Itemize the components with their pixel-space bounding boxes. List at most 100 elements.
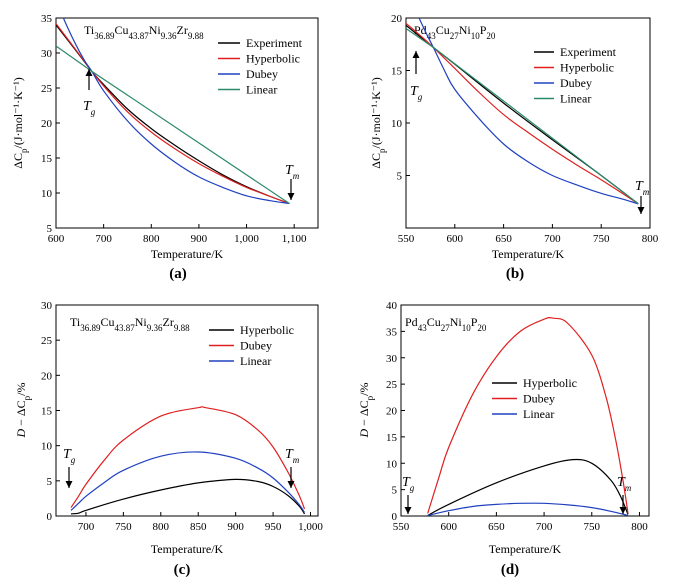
- x-tick-label: 750: [115, 521, 132, 533]
- y-label-part: /(J·mol⁻¹·K⁻¹): [11, 77, 25, 148]
- x-tick-label: 1,000: [234, 233, 259, 245]
- y-label-part: − ΔC: [357, 400, 371, 429]
- annotation-m: Tm: [285, 163, 300, 181]
- y-label-sub: p: [365, 395, 375, 400]
- element-fraction: 27: [441, 323, 451, 333]
- element-fraction: 27: [450, 31, 460, 41]
- x-tick-label: 750: [584, 521, 601, 533]
- x-tick-label: 700: [78, 521, 95, 533]
- element-fraction: 43: [418, 323, 428, 333]
- annotation-arrow-head: [85, 69, 93, 76]
- element-symbol: P: [480, 23, 487, 37]
- y-tick-label: 10: [41, 441, 53, 453]
- element-fraction: 20: [477, 323, 487, 333]
- x-tick-label: 650: [495, 233, 512, 245]
- element-fraction: 36.89: [94, 31, 115, 41]
- annotation-g: Tg: [63, 447, 76, 465]
- element-fraction: 9.36: [147, 323, 163, 333]
- y-tick-label: 25: [41, 335, 53, 347]
- y-tick-label: 20: [41, 118, 53, 130]
- x-tick-label: 600: [447, 233, 464, 245]
- annotation-g: Tg: [402, 475, 415, 493]
- y-tick-label: 30: [41, 48, 53, 60]
- element-symbol: Pd: [405, 315, 418, 329]
- legend-label: Linear: [560, 92, 591, 106]
- y-label-part: /%: [14, 382, 28, 395]
- x-axis-label: Temperature/K: [489, 542, 562, 556]
- panel-caption: (d): [501, 562, 519, 578]
- series-line-linear: [56, 45, 290, 204]
- x-tick-label: 900: [227, 521, 244, 533]
- y-tick-label: 5: [397, 171, 403, 183]
- x-tick-label: 750: [593, 233, 610, 245]
- annotation-symbol: T: [285, 163, 294, 178]
- element-symbol: Ni: [450, 315, 463, 329]
- y-tick-label: 15: [41, 406, 53, 418]
- element-symbol: Cu: [427, 315, 441, 329]
- panel-caption: (a): [169, 266, 187, 282]
- series-group: [427, 317, 629, 516]
- chart-panel-2: 550 600 650 700 750 800 5 10 15 20 Temperature/K ΔC…: [369, 13, 659, 282]
- series-line-linear: [427, 502, 629, 516]
- annotation-symbol: T: [402, 475, 411, 490]
- y-axis-label: ΔCp/(J·mol⁻¹·K⁻¹): [369, 77, 387, 168]
- series-line-hyperbolic: [70, 478, 306, 515]
- element-symbol: Ti: [70, 315, 81, 329]
- y-label-part: /%: [357, 382, 371, 395]
- y-tick-label: 15: [386, 432, 398, 444]
- legend-label: Hyperbolic: [240, 323, 294, 337]
- y-tick-label: 5: [392, 485, 398, 497]
- element-fraction: 43: [427, 31, 437, 41]
- annotation-arrow-head: [65, 481, 73, 488]
- element-symbol: Cu: [115, 23, 129, 37]
- y-label-part: ΔC: [11, 153, 25, 169]
- series-line-linear: [406, 28, 639, 205]
- x-tick-label: 600: [440, 521, 457, 533]
- element-symbol: Cu: [101, 315, 115, 329]
- x-tick-label: 800: [153, 521, 170, 533]
- series-line-dubey: [70, 406, 306, 510]
- annotation-m: Tm: [635, 179, 650, 197]
- y-label-part: − ΔC: [14, 400, 28, 429]
- element-symbol: Ni: [149, 23, 162, 37]
- element-symbol: Ni: [459, 23, 472, 37]
- element-fraction: 36.89: [80, 323, 101, 333]
- y-tick-label: 20: [386, 406, 398, 418]
- y-label-part: /(J·mol⁻¹·K⁻¹): [369, 77, 383, 148]
- annotation-arrow-head: [412, 51, 420, 58]
- x-axis-label: Temperature/K: [151, 542, 224, 556]
- element-fraction: 9.88: [174, 323, 190, 333]
- alloy-composition: Ti36.89Cu43.87Ni9.36Zr9.88: [70, 315, 190, 333]
- annotation-g: Tg: [83, 99, 96, 117]
- y-tick-label: 15: [41, 153, 53, 165]
- element-fraction: 43.87: [129, 31, 150, 41]
- annotation-arrow-head: [287, 193, 295, 200]
- legend-label: Hyperbolic: [523, 376, 577, 390]
- annotation-arrow-head: [619, 507, 627, 514]
- x-tick-label: 900: [191, 233, 208, 245]
- element-fraction: 20: [486, 31, 496, 41]
- annotation-symbol: T: [617, 475, 626, 490]
- annotation-sub: g: [418, 92, 423, 102]
- legend-label: Experiment: [560, 45, 617, 59]
- y-tick-label: 30: [386, 353, 398, 365]
- y-axis-label: ΔCp/(J·mol⁻¹·K⁻¹): [11, 77, 29, 168]
- x-tick-label: 850: [190, 521, 207, 533]
- y-tick-label: 5: [47, 223, 53, 235]
- y-tick-label: 10: [391, 118, 403, 130]
- annotation-symbol: T: [285, 447, 294, 462]
- element-symbol: Cu: [436, 23, 450, 37]
- series-line-dubey: [418, 18, 639, 205]
- y-tick-label: 30: [41, 300, 53, 312]
- x-tick-label: 1,100: [282, 233, 307, 245]
- y-label-part: D: [357, 429, 371, 439]
- series-line-linear: [70, 451, 306, 513]
- element-fraction: 9.88: [188, 31, 204, 41]
- series-group: [406, 18, 639, 205]
- element-symbol: Ti: [84, 23, 95, 37]
- series-group: [56, 18, 290, 205]
- annotation-symbol: T: [410, 84, 419, 99]
- y-tick-label: 35: [41, 13, 53, 25]
- alloy-composition: Pd43Cu27Ni10P20: [405, 315, 487, 333]
